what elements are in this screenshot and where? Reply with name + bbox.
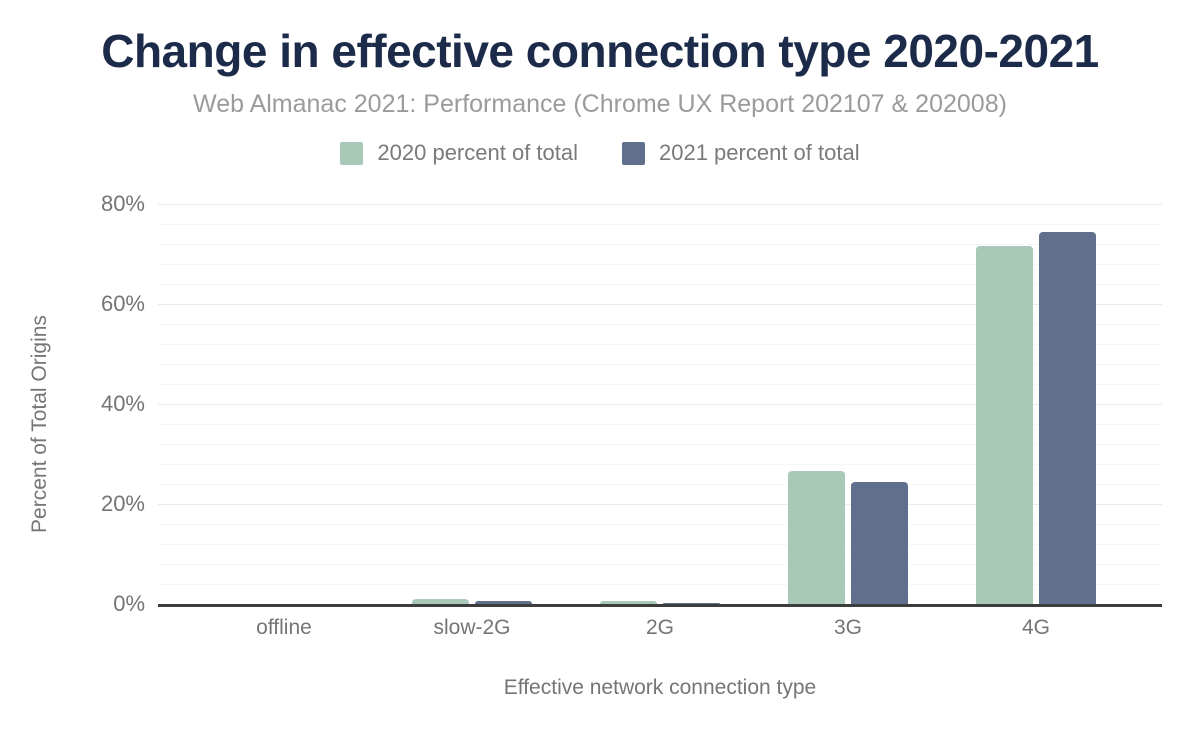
y-tick-label: 0% — [113, 591, 145, 616]
y-tick-label: 80% — [100, 191, 145, 216]
gridline-minor — [158, 324, 1162, 325]
gridline-major — [158, 204, 1162, 205]
chart-title: Change in effective connection type 2020… — [101, 25, 1099, 77]
gridline-minor — [158, 444, 1162, 445]
x-axis-line — [158, 604, 1162, 607]
legend-swatch-2020-icon — [340, 141, 364, 165]
x-tick-label-3G: 3G — [833, 616, 862, 639]
bar-group-4G — [942, 204, 1130, 604]
gridline-minor — [158, 524, 1162, 525]
y-axis-title: Percent of Total Origins — [28, 315, 51, 533]
x-axis-tick-labels: offline slow-2G 2G 3G 4G — [190, 616, 1130, 640]
bar-3G-2020[interactable] — [788, 471, 845, 604]
bar-group-3G — [754, 204, 942, 604]
gridline-minor — [158, 344, 1162, 345]
bar-4G-2021[interactable] — [1039, 232, 1096, 604]
gridline-major — [158, 504, 1162, 505]
chart-subtitle: Web Almanac 2021: Performance (Chrome UX… — [193, 90, 1007, 118]
legend-item-2020[interactable]: 2020 percent of total — [340, 140, 578, 166]
x-tick-label-offline: offline — [256, 616, 312, 639]
gridline-minor — [158, 284, 1162, 285]
gridline-minor — [158, 424, 1162, 425]
gridline-minor — [158, 544, 1162, 545]
gridline-minor — [158, 224, 1162, 225]
gridline-minor — [158, 244, 1162, 245]
bar-3G-2021[interactable] — [851, 482, 908, 604]
bar-4G-2020[interactable] — [976, 246, 1033, 604]
legend-label-2021: 2021 percent of total — [659, 140, 860, 165]
gridline-minor — [158, 364, 1162, 365]
legend-item-2021[interactable]: 2021 percent of total — [622, 140, 860, 166]
x-tick-label-2G: 2G — [645, 616, 674, 639]
bar-group-2G — [566, 204, 754, 604]
legend-swatch-2021-icon — [622, 141, 645, 165]
chart-legend: 2020 percent of total 2021 percent of to… — [0, 140, 1200, 166]
bar-slow-2G-2021[interactable] — [475, 601, 532, 604]
y-tick-label: 20% — [100, 491, 145, 516]
gridline-minor — [158, 384, 1162, 385]
bar-group-slow-2G — [378, 204, 566, 604]
bar-group-offline — [190, 204, 378, 604]
x-axis-title: Effective network connection type — [503, 676, 817, 699]
bars-area — [190, 204, 1130, 604]
gridline-major — [158, 404, 1162, 405]
gridline-minor — [158, 464, 1162, 465]
gridline-minor — [158, 564, 1162, 565]
bar-2G-2021[interactable] — [663, 603, 720, 604]
gridline-minor — [158, 584, 1162, 585]
bar-2G-2020[interactable] — [600, 601, 657, 604]
plot-gridlines — [158, 204, 1162, 604]
gridline-minor — [158, 264, 1162, 265]
gridline-major — [158, 304, 1162, 305]
legend-label-2020: 2020 percent of total — [377, 140, 578, 165]
gridline-minor — [158, 484, 1162, 485]
y-tick-label: 60% — [100, 291, 145, 316]
bar-slow-2G-2020[interactable] — [412, 599, 469, 604]
x-tick-label-slow-2G: slow-2G — [433, 616, 511, 639]
y-tick-label: 40% — [100, 391, 145, 416]
x-tick-label-4G: 4G — [1021, 616, 1050, 639]
